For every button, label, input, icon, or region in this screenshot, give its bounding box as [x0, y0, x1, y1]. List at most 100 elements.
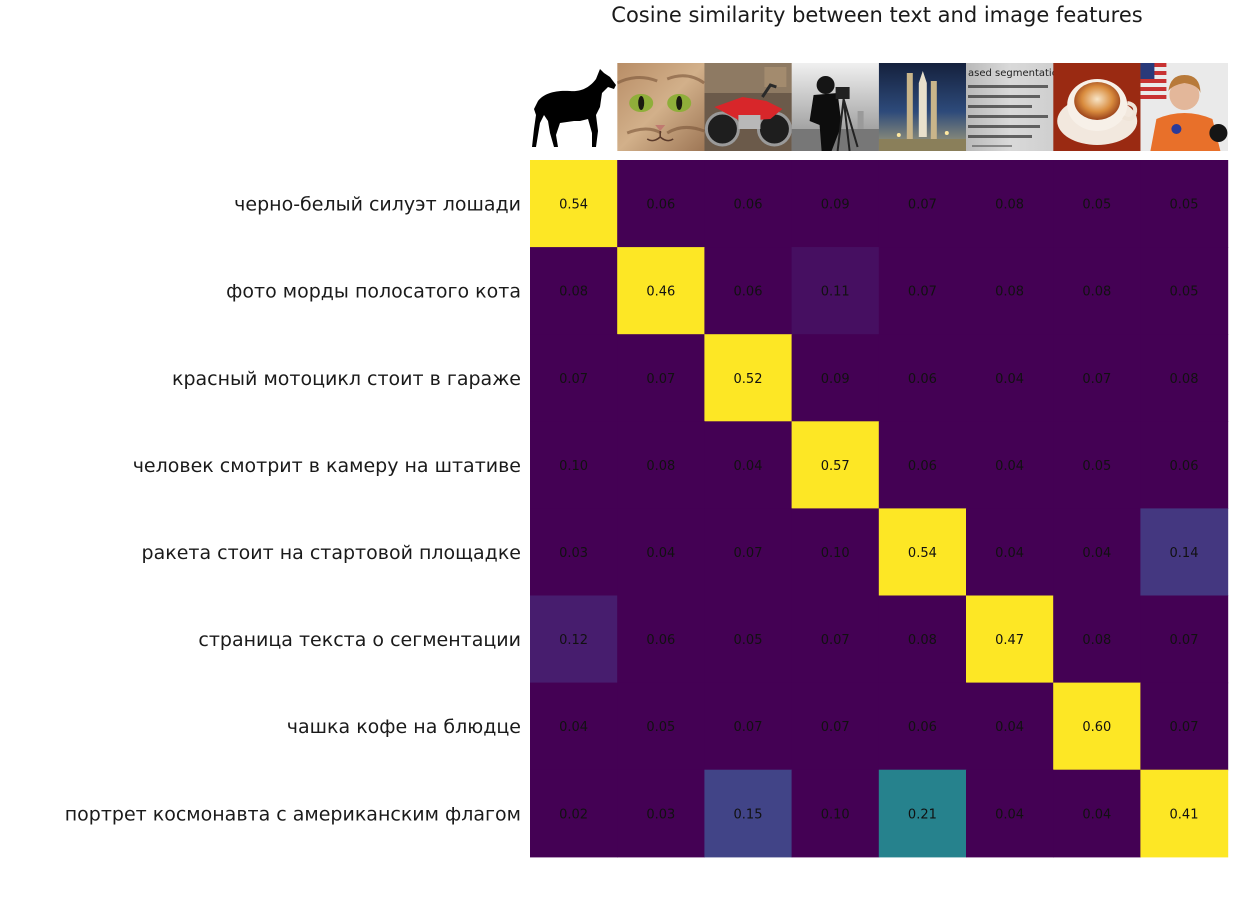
cell-value-label: 0.04 — [995, 807, 1024, 822]
cell-value-label: 0.07 — [559, 372, 588, 387]
heatmap-cell — [791, 421, 880, 509]
heatmap-cell — [878, 769, 967, 858]
heatmap-cell — [704, 508, 793, 597]
heatmap-cell — [617, 595, 705, 684]
cell-value-label: 0.08 — [995, 198, 1024, 213]
cell-value-label: 0.46 — [646, 285, 675, 300]
cell-value-label: 0.08 — [908, 633, 937, 648]
cell-value-label: 0.10 — [821, 546, 850, 561]
cell-value-label: 0.07 — [821, 720, 850, 735]
cell-value-label: 0.07 — [908, 198, 937, 213]
heatmap-cell — [1053, 334, 1141, 422]
row-label: черно-белый силуэт лошади — [234, 194, 521, 216]
heatmap-cell — [704, 421, 793, 509]
heatmap-cell — [704, 160, 793, 248]
chart-title: Cosine similarity between text and image… — [611, 3, 1142, 27]
cell-value-label: 0.04 — [995, 459, 1024, 474]
horse-silhouette-icon — [530, 63, 618, 151]
cell-value-label: 0.07 — [646, 372, 675, 387]
heatmap-cell — [878, 682, 967, 771]
heatmap-cell — [704, 595, 793, 684]
cell-value-label: 0.07 — [908, 285, 937, 300]
heatmap-cell — [530, 769, 618, 858]
heatmap-cell — [617, 769, 705, 858]
image-thumbnail-row: ased segmentation — [530, 63, 1229, 151]
cell-value-label: 0.11 — [821, 285, 850, 300]
rocket-icon — [878, 63, 967, 151]
heatmap-cell — [530, 421, 618, 509]
cell-value-label: 0.15 — [734, 807, 763, 822]
heatmap-cell — [1140, 160, 1229, 248]
cell-value-label: 0.06 — [646, 198, 675, 213]
cell-value-label: 0.52 — [734, 372, 763, 387]
heatmap-cell — [704, 334, 793, 422]
heatmap-cell — [966, 769, 1054, 858]
row-label: человек смотрит в камеру на штативе — [133, 455, 521, 477]
heatmap-cell — [791, 334, 880, 422]
heatmap-cell — [878, 160, 967, 248]
heatmap-cell — [791, 508, 880, 597]
heatmap-cell — [617, 508, 705, 597]
heatmap-cell — [1140, 334, 1229, 422]
heatmap-cell — [1053, 682, 1141, 771]
cell-value-label: 0.05 — [1082, 198, 1111, 213]
cell-value-label: 0.14 — [1170, 546, 1199, 561]
coffee-cup-icon — [1053, 63, 1141, 151]
heatmap-cell — [791, 160, 880, 248]
row-label: портрет космонавта с американским флагом — [65, 803, 521, 825]
heatmap-cell — [966, 421, 1054, 509]
heatmap-cell — [530, 247, 618, 335]
heatmap-cell — [878, 421, 967, 509]
heatmap-cell — [1140, 247, 1229, 335]
cell-value-label: 0.60 — [1082, 720, 1111, 735]
heatmap-cell — [878, 247, 967, 335]
heatmap-cell — [966, 334, 1054, 422]
cell-value-label: 0.09 — [821, 372, 850, 387]
heatmap-cell — [617, 247, 705, 335]
row-label: ракета стоит на стартовой площадке — [142, 542, 521, 564]
heatmap-cell — [1053, 769, 1141, 858]
cell-value-label: 0.04 — [995, 372, 1024, 387]
cell-value-label: 0.07 — [1170, 633, 1199, 648]
cell-value-label: 0.54 — [559, 198, 588, 213]
cell-value-label: 0.04 — [995, 720, 1024, 735]
cell-value-label: 0.08 — [559, 285, 588, 300]
cell-value-label: 0.54 — [908, 546, 937, 561]
heatmap-cell — [966, 508, 1054, 597]
heatmap-cell — [704, 247, 793, 335]
row-label: красный мотоцикл стоит в гараже — [172, 368, 521, 390]
heatmap-cell — [791, 247, 880, 335]
cell-value-label: 0.47 — [995, 633, 1024, 648]
cell-value-label: 0.41 — [1170, 807, 1199, 822]
row-label: чашка кофе на блюдце — [287, 716, 521, 738]
cell-value-label: 0.07 — [821, 633, 850, 648]
cell-value-label: 0.08 — [646, 459, 675, 474]
heatmap-cell — [617, 334, 705, 422]
cell-value-label: 0.21 — [908, 807, 937, 822]
red-motorcycle-icon — [704, 63, 793, 151]
cell-value-label: 0.05 — [646, 720, 675, 735]
heatmap-cell — [530, 682, 618, 771]
cat-face-icon — [617, 63, 705, 151]
heatmap-cell — [1140, 682, 1229, 771]
cell-value-label: 0.06 — [1170, 459, 1199, 474]
cell-value-label: 0.05 — [1170, 285, 1199, 300]
cell-value-label: 0.06 — [908, 459, 937, 474]
heatmap-cell — [966, 682, 1054, 771]
cell-value-label: 0.07 — [1170, 720, 1199, 735]
heatmap-cell — [1053, 247, 1141, 335]
cell-value-label: 0.05 — [734, 633, 763, 648]
svg-text:ased segmentation: ased segmentation — [968, 68, 1064, 79]
row-label: фото морды полосатого кота — [226, 281, 521, 303]
heatmap-cell — [966, 160, 1054, 248]
cell-value-label: 0.12 — [559, 633, 588, 648]
heatmap-cell — [617, 160, 705, 248]
heatmap-cell — [1053, 421, 1141, 509]
astronaut-icon — [1140, 63, 1229, 151]
heatmap-grid: 0.54 0.06 0.06 0.09 0.07 0.08 0.05 0.05 0.08 0.46… — [530, 160, 1229, 858]
heatmap-cell — [966, 595, 1054, 684]
cell-value-label: 0.04 — [1082, 546, 1111, 561]
heatmap-cell — [1053, 595, 1141, 684]
cell-value-label: 0.04 — [734, 459, 763, 474]
